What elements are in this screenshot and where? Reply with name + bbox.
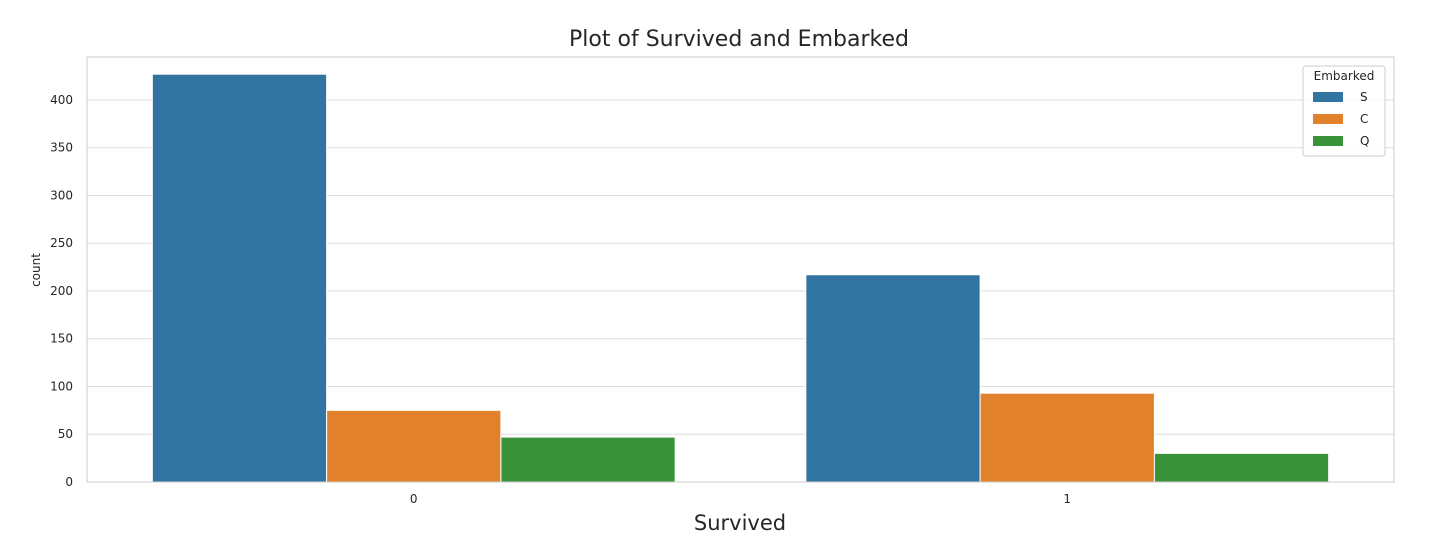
bar-Q-1 [1153, 452, 1330, 483]
legend-label-C: C [1360, 112, 1368, 126]
bar-C-0 [326, 409, 502, 483]
x-tick-label: 1 [1063, 492, 1071, 506]
legend-swatch-C [1313, 114, 1343, 124]
y-tick-label: 350 [50, 141, 73, 155]
plot-frame [86, 56, 1395, 483]
x-tick-label: 0 [410, 492, 418, 506]
y-tick-label: 0 [65, 475, 73, 489]
legend-swatch-Q [1313, 136, 1343, 146]
bar-C-1 [979, 392, 1155, 483]
legend: Embarked SCQ [1302, 65, 1386, 157]
legend-frame [1302, 65, 1386, 157]
bar-Q-0 [500, 436, 676, 483]
y-tick-label: 200 [50, 284, 73, 298]
y-tick-label: 50 [58, 427, 73, 441]
y-axis-label: count [29, 253, 43, 287]
legend-title: Embarked [1314, 69, 1375, 83]
y-tick-label: 150 [50, 332, 73, 346]
legend-label-Q: Q [1360, 134, 1369, 148]
y-tick-label: 250 [50, 236, 73, 250]
y-tick-label: 400 [50, 93, 73, 107]
chart-title: Plot of Survived and Embarked [569, 27, 909, 52]
y-tick-labels: 0 50 100 150 200 250 300 350 400 [50, 93, 73, 489]
bars [151, 73, 1330, 483]
bar-S-0 [151, 73, 328, 483]
legend-items: SCQ [1313, 90, 1369, 148]
y-tick-label: 100 [50, 379, 73, 393]
y-tick-label: 300 [50, 188, 73, 202]
x-axis-label: Survived [694, 511, 786, 535]
bar-S-1 [805, 274, 981, 483]
legend-swatch-S [1313, 92, 1343, 102]
legend-label-S: S [1360, 90, 1368, 104]
